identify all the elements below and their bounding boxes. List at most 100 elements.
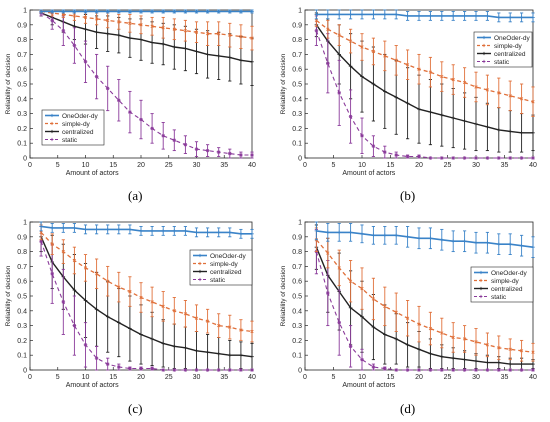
data-point [383, 54, 387, 58]
data-point [348, 114, 353, 119]
data-point [519, 156, 524, 160]
data-point [228, 151, 232, 156]
x-tick-label: 15 [109, 162, 117, 169]
data-point [239, 328, 243, 332]
y-axis-label: Reliability of decision [5, 265, 12, 326]
data-point [394, 368, 398, 372]
y-tick-label: 0.9 [292, 22, 302, 29]
legend-label: centralized [491, 286, 523, 293]
legend-label: simple-dy [491, 278, 520, 285]
data-point [405, 154, 410, 159]
data-point [161, 368, 165, 372]
data-point [139, 23, 143, 27]
data-point [383, 304, 387, 308]
data-point [72, 14, 77, 18]
y-tick-label: 0.8 [292, 249, 302, 256]
data-point [405, 63, 410, 67]
y-tick-label: 0.5 [292, 294, 302, 301]
x-tick-label: 20 [415, 374, 423, 381]
y-tick-label: 0.7 [292, 264, 302, 271]
x-tick-label: 35 [501, 374, 509, 381]
y-tick-label: 0 [298, 368, 302, 375]
y-tick-label: 0.3 [17, 323, 27, 330]
series-line [315, 239, 534, 353]
data-point [250, 36, 254, 40]
x-tick-label: 5 [332, 374, 336, 381]
x-tick-label: 30 [193, 374, 201, 381]
data-point [72, 258, 77, 263]
data-point [239, 368, 243, 372]
data-point [508, 347, 512, 351]
series-line [40, 12, 252, 156]
series-static [314, 228, 535, 372]
data-point [474, 156, 478, 160]
y-tick-label: 0.8 [17, 249, 27, 256]
chart-panel-a: 00.10.20.30.40.50.60.70.80.910 5 10 15 20 25 3… [5, 8, 256, 178]
y-tick-label: 0.5 [17, 82, 27, 89]
legend-label: OneOder-dy [494, 35, 531, 42]
data-point [94, 74, 99, 79]
data-point [485, 343, 490, 347]
y-tick-label: 0.2 [17, 338, 27, 345]
data-point [497, 368, 501, 372]
y-tick-label: 0 [298, 156, 302, 163]
data-point [83, 15, 88, 20]
series-line [316, 230, 534, 248]
series-simple-dy [39, 224, 254, 343]
data-point [239, 35, 243, 39]
legend-label: centralized [210, 269, 242, 276]
data-point [239, 153, 243, 157]
data-point [150, 24, 154, 28]
x-tick-label: 25 [444, 374, 452, 381]
data-point [394, 153, 398, 157]
x-tick-label: 35 [220, 374, 228, 381]
y-tick-label: 0.4 [292, 308, 302, 315]
data-point [205, 368, 210, 372]
data-point [497, 91, 501, 95]
data-point [117, 98, 121, 102]
x-tick-label: 5 [56, 162, 60, 169]
legend-label: centralized [494, 51, 526, 58]
data-point [39, 239, 43, 243]
data-point [172, 309, 176, 313]
y-axis-label: Reliability of decision [280, 265, 287, 326]
data-point [194, 147, 199, 151]
data-point [485, 156, 490, 160]
data-point [531, 100, 535, 104]
data-point [128, 21, 132, 25]
data-point [440, 74, 444, 79]
data-point [83, 266, 88, 270]
data-point [150, 126, 154, 131]
y-tick-label: 0.6 [292, 279, 302, 286]
y-tick-label: 0.7 [292, 52, 302, 59]
data-point [440, 331, 444, 335]
data-point [326, 27, 330, 31]
x-tick-label: 30 [472, 162, 480, 169]
x-tick-label: 10 [82, 374, 90, 381]
x-tick-label: 30 [472, 374, 480, 381]
data-point [394, 58, 398, 62]
data-point [94, 17, 99, 21]
y-tick-label: 0.8 [17, 37, 27, 44]
data-point [428, 70, 433, 74]
data-point [50, 272, 54, 276]
data-point [348, 39, 353, 43]
data-point [531, 350, 535, 354]
data-point [205, 148, 210, 153]
y-tick-label: 0.8 [292, 37, 302, 44]
x-tick-label: 20 [137, 162, 145, 169]
x-tick-label: 35 [501, 162, 509, 169]
data-point [519, 97, 524, 101]
data-point [117, 285, 121, 289]
x-tick-label: 25 [444, 162, 452, 169]
data-point [337, 321, 341, 325]
data-point [161, 26, 165, 30]
data-point [348, 279, 353, 283]
series-line [315, 246, 533, 365]
legend-label: centralized [62, 129, 94, 136]
x-tick-label: 15 [387, 162, 395, 169]
data-point [485, 368, 490, 372]
legend-label: OneOder-dy [62, 113, 99, 120]
y-tick-label: 0.6 [17, 279, 27, 286]
